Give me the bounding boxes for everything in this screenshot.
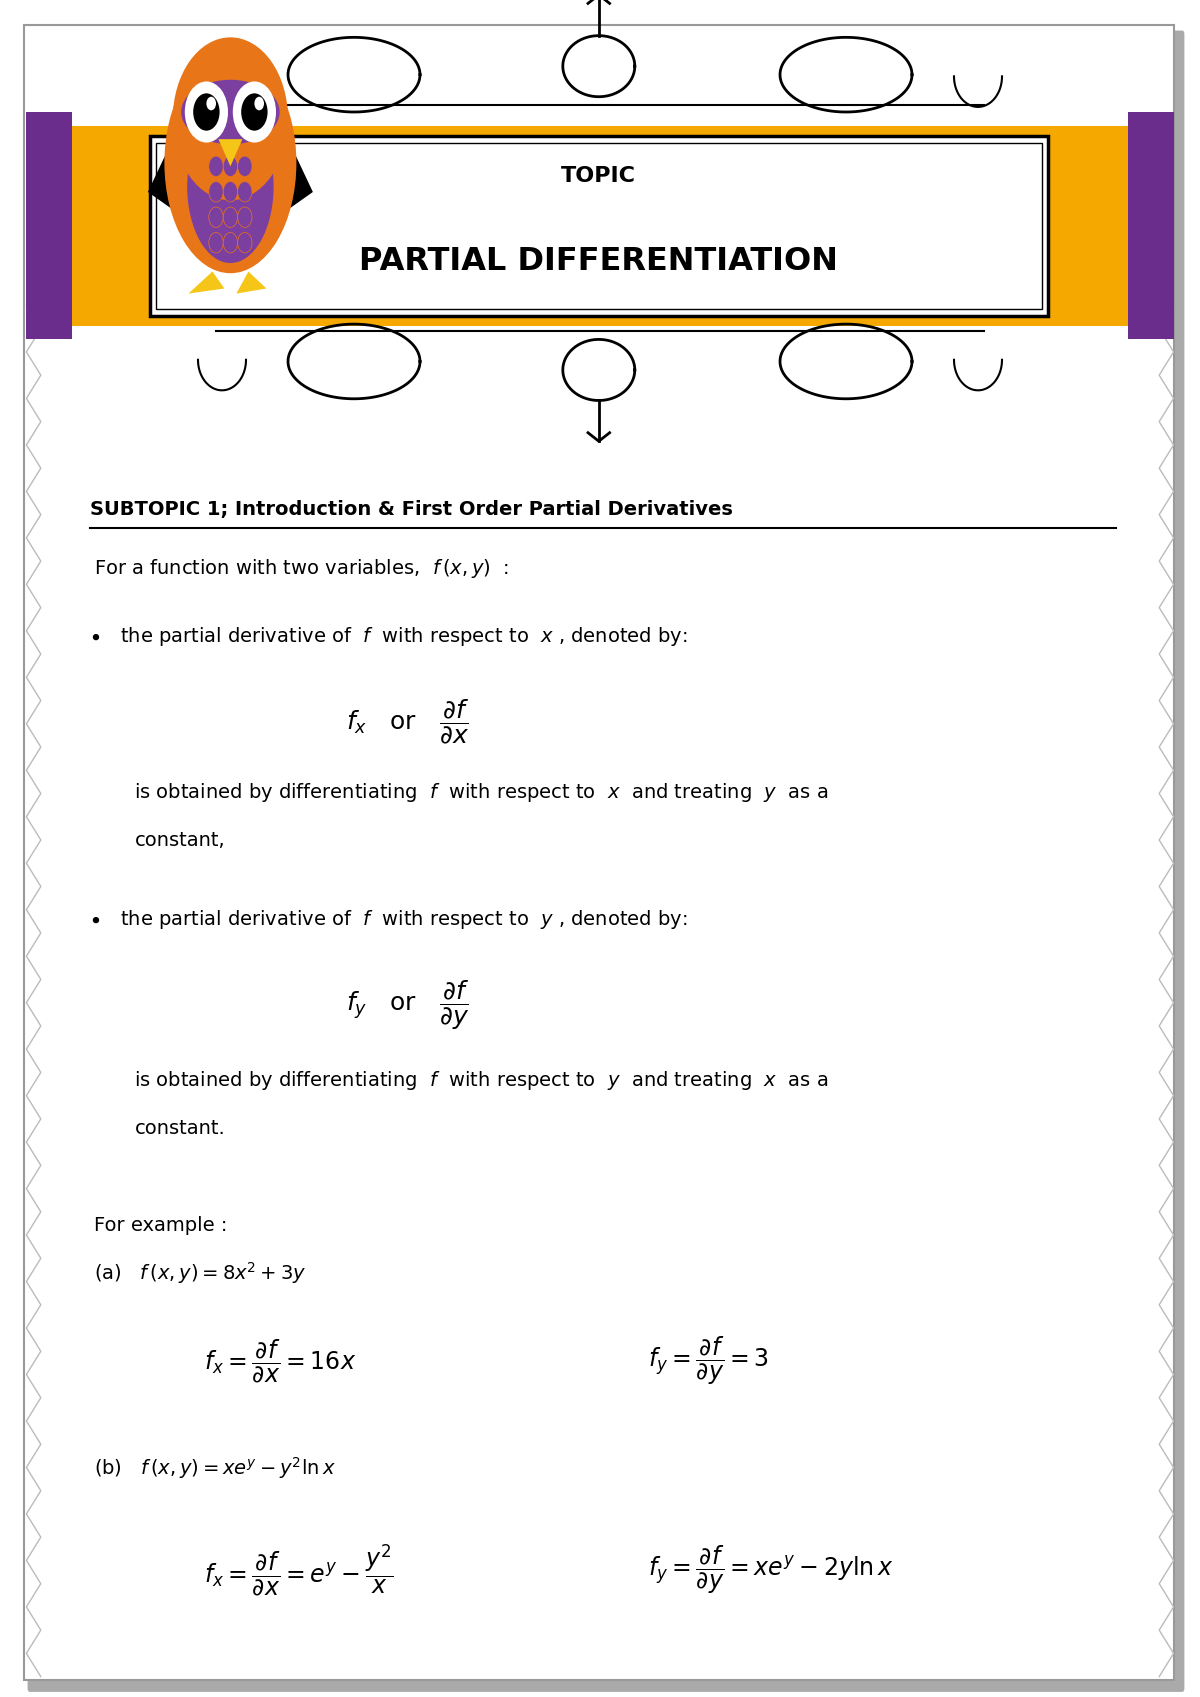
Ellipse shape [181, 80, 280, 144]
Text: (a)   $f\,(x, y) = 8x^2 + 3y$: (a) $f\,(x, y) = 8x^2 + 3y$ [94, 1259, 306, 1286]
Text: $f_y = \dfrac{\partial f}{\partial y} = xe^y - 2y \ln x$: $f_y = \dfrac{\partial f}{\partial y} = … [648, 1544, 894, 1595]
Text: PARTIAL DIFFERENTIATION: PARTIAL DIFFERENTIATION [359, 246, 839, 277]
Circle shape [238, 156, 252, 176]
Ellipse shape [187, 110, 274, 263]
Circle shape [233, 81, 276, 143]
FancyBboxPatch shape [150, 136, 1048, 316]
Circle shape [241, 93, 268, 131]
Circle shape [193, 93, 220, 131]
Circle shape [209, 232, 223, 253]
Bar [26, 126, 1174, 326]
Circle shape [238, 207, 252, 227]
Circle shape [206, 97, 216, 110]
Circle shape [223, 182, 238, 202]
Polygon shape [194, 64, 218, 95]
Text: the partial derivative of  $f$  with respect to  $x$ , denoted by:: the partial derivative of $f$ with respe… [120, 624, 688, 648]
FancyBboxPatch shape [28, 31, 1184, 1692]
Circle shape [223, 232, 238, 253]
Text: TOPIC: TOPIC [562, 166, 636, 185]
Text: SUBTOPIC 1; Introduction & First Order Partial Derivatives: SUBTOPIC 1; Introduction & First Order P… [90, 499, 733, 519]
Text: $\bullet$: $\bullet$ [88, 910, 100, 930]
Bar [1128, 112, 1174, 339]
Text: $f_y = \dfrac{\partial f}{\partial y} = 3$: $f_y = \dfrac{\partial f}{\partial y} = … [648, 1336, 769, 1386]
Polygon shape [218, 139, 242, 166]
Text: constant,: constant, [134, 830, 226, 850]
Circle shape [173, 37, 288, 200]
Circle shape [238, 182, 252, 202]
Text: $f_x = \dfrac{\partial f}{\partial x} = 16x$: $f_x = \dfrac{\partial f}{\partial x} = … [204, 1337, 356, 1385]
FancyBboxPatch shape [24, 25, 1174, 1680]
Circle shape [223, 207, 238, 227]
Circle shape [238, 232, 252, 253]
Text: constant.: constant. [134, 1118, 226, 1139]
Ellipse shape [164, 53, 296, 273]
Circle shape [209, 156, 223, 176]
Circle shape [254, 97, 264, 110]
Text: $f_x = \dfrac{\partial f}{\partial x} = e^y - \dfrac{y^2}{x}$: $f_x = \dfrac{\partial f}{\partial x} = … [204, 1543, 394, 1597]
Text: For a function with two variables,  $f\,(x, y)$  :: For a function with two variables, $f\,(… [94, 557, 509, 580]
Text: is obtained by differentiating  $f$  with respect to  $x$  and treating  $y$  as: is obtained by differentiating $f$ with … [134, 781, 828, 804]
Circle shape [223, 156, 238, 176]
Text: $f_y$   or   $\dfrac{\partial f}{\partial y}$: $f_y$ or $\dfrac{\partial f}{\partial y}… [347, 977, 469, 1032]
Text: $\bullet$: $\bullet$ [88, 626, 100, 647]
Polygon shape [188, 272, 224, 294]
Polygon shape [149, 141, 197, 226]
Circle shape [185, 81, 228, 143]
Circle shape [209, 207, 223, 227]
Polygon shape [236, 272, 266, 294]
Text: For example :: For example : [94, 1215, 227, 1235]
Circle shape [209, 182, 223, 202]
Polygon shape [242, 64, 266, 95]
Polygon shape [264, 141, 312, 226]
Text: $f_x$   or   $\dfrac{\partial f}{\partial x}$: $f_x$ or $\dfrac{\partial f}{\partial x}… [347, 697, 469, 745]
Text: the partial derivative of  $f$  with respect to  $y$ , denoted by:: the partial derivative of $f$ with respe… [120, 908, 688, 932]
Text: is obtained by differentiating  $f$  with respect to  $y$  and treating  $x$  as: is obtained by differentiating $f$ with … [134, 1069, 828, 1093]
Bar [26, 112, 72, 339]
Text: (b)   $f\,(x, y) = xe^y - y^2 \ln x$: (b) $f\,(x, y) = xe^y - y^2 \ln x$ [94, 1454, 335, 1481]
